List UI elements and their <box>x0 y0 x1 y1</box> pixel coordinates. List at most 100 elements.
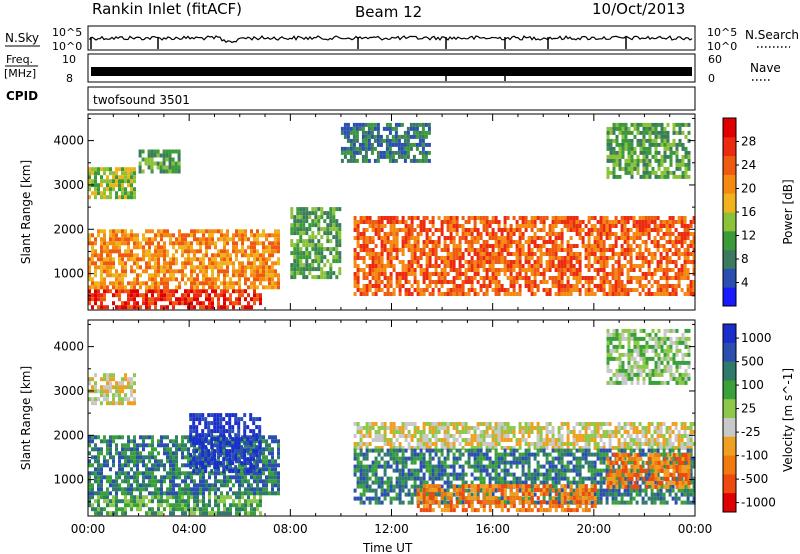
echo-cell <box>389 232 393 236</box>
echo-cell <box>109 171 112 176</box>
echo-cell <box>349 138 353 143</box>
echo-cell <box>431 264 435 268</box>
echo-cell <box>422 272 426 276</box>
echo-cell <box>621 150 625 155</box>
echo-cell <box>190 265 193 270</box>
echo-cell <box>494 232 498 236</box>
echo-cell <box>674 248 678 252</box>
echo-cell <box>389 252 393 256</box>
echo-cell <box>645 170 649 175</box>
echo-cell <box>226 475 229 480</box>
echo-cell <box>401 252 405 256</box>
echo-cell <box>121 447 124 452</box>
echo-cell <box>252 449 256 454</box>
echo-cell <box>156 161 160 166</box>
echo-cell <box>138 165 142 170</box>
echo-cell <box>509 232 513 236</box>
cpid-strip-frame <box>87 86 696 111</box>
echo-cell <box>237 421 241 426</box>
echo-cell <box>136 277 139 282</box>
echo-cell <box>238 495 241 500</box>
echo-cell <box>210 413 214 418</box>
echo-cell <box>317 275 321 280</box>
echo-cell <box>244 289 247 294</box>
echo-cell <box>431 280 435 284</box>
echo-cell <box>208 241 211 246</box>
echo-cell <box>329 239 333 244</box>
echo-cell <box>370 126 374 131</box>
echo-cell <box>633 134 637 139</box>
echo-cell <box>271 447 274 452</box>
echo-cell <box>406 154 410 159</box>
echo-cell <box>198 437 202 442</box>
echo-cell <box>663 146 667 151</box>
echo-cell <box>193 293 196 298</box>
echo-cell <box>181 301 184 306</box>
echo-cell <box>398 220 402 224</box>
echo-cell <box>124 499 127 504</box>
echo-cell <box>121 195 124 200</box>
echo-cell <box>253 277 256 282</box>
echo-cell <box>401 276 405 280</box>
echo-cell <box>455 292 459 296</box>
echo-cell <box>229 237 232 242</box>
echo-cell <box>216 461 220 466</box>
echo-cell <box>410 438 414 442</box>
echo-cell <box>220 289 223 294</box>
echo-cell <box>675 142 679 147</box>
echo-cell <box>623 216 627 220</box>
echo-cell <box>343 134 347 139</box>
colorbar-swatch <box>723 155 736 175</box>
echo-cell <box>665 268 669 272</box>
echo-cell <box>249 461 253 466</box>
echo-cell <box>362 276 366 280</box>
echo-cell <box>308 215 312 220</box>
echo-cell <box>623 292 627 296</box>
echo-cell <box>392 228 396 232</box>
echo-cell <box>440 224 444 228</box>
echo-cell <box>184 443 187 448</box>
echo-cell <box>530 228 534 232</box>
echo-cell <box>485 232 489 236</box>
echo-cell <box>623 288 627 292</box>
echo-cell <box>536 216 540 220</box>
echo-cell <box>611 248 615 252</box>
echo-cell <box>235 475 238 480</box>
echo-cell <box>247 285 250 290</box>
echo-cell <box>536 260 540 264</box>
colorbar-swatch <box>723 193 736 213</box>
echo-cell <box>692 284 696 288</box>
echo-cell <box>320 255 324 260</box>
echo-cell <box>434 248 438 252</box>
echo-cell <box>216 437 220 442</box>
echo-cell <box>674 284 678 288</box>
echo-cell <box>196 503 199 508</box>
echo-cell <box>338 271 342 276</box>
echo-cell <box>94 167 97 172</box>
echo-cell <box>674 264 678 268</box>
echo-cell <box>440 284 444 288</box>
echo-cell <box>268 281 271 286</box>
nsearch-tick-bottom: 10^0 <box>707 40 737 53</box>
echo-cell <box>240 437 244 442</box>
echo-cell <box>232 503 235 508</box>
echo-cell <box>118 179 121 184</box>
echo-cell <box>365 252 369 256</box>
echo-cell <box>271 483 274 488</box>
echo-cell <box>139 503 142 508</box>
echo-cell <box>665 264 669 268</box>
echo-cell <box>654 174 658 179</box>
echo-cell <box>368 272 372 276</box>
echo-cell <box>424 142 428 147</box>
echo-cell <box>94 183 97 188</box>
echo-cell <box>145 261 148 266</box>
echo-cell <box>112 179 115 184</box>
echo-cell <box>578 288 582 292</box>
echo-cell <box>157 265 160 270</box>
echo-cell <box>395 284 399 288</box>
echo-cell <box>223 277 226 282</box>
echo-cell <box>400 122 404 127</box>
echo-cell <box>575 288 579 292</box>
echo-cell <box>560 216 564 220</box>
echo-cell <box>91 455 94 460</box>
